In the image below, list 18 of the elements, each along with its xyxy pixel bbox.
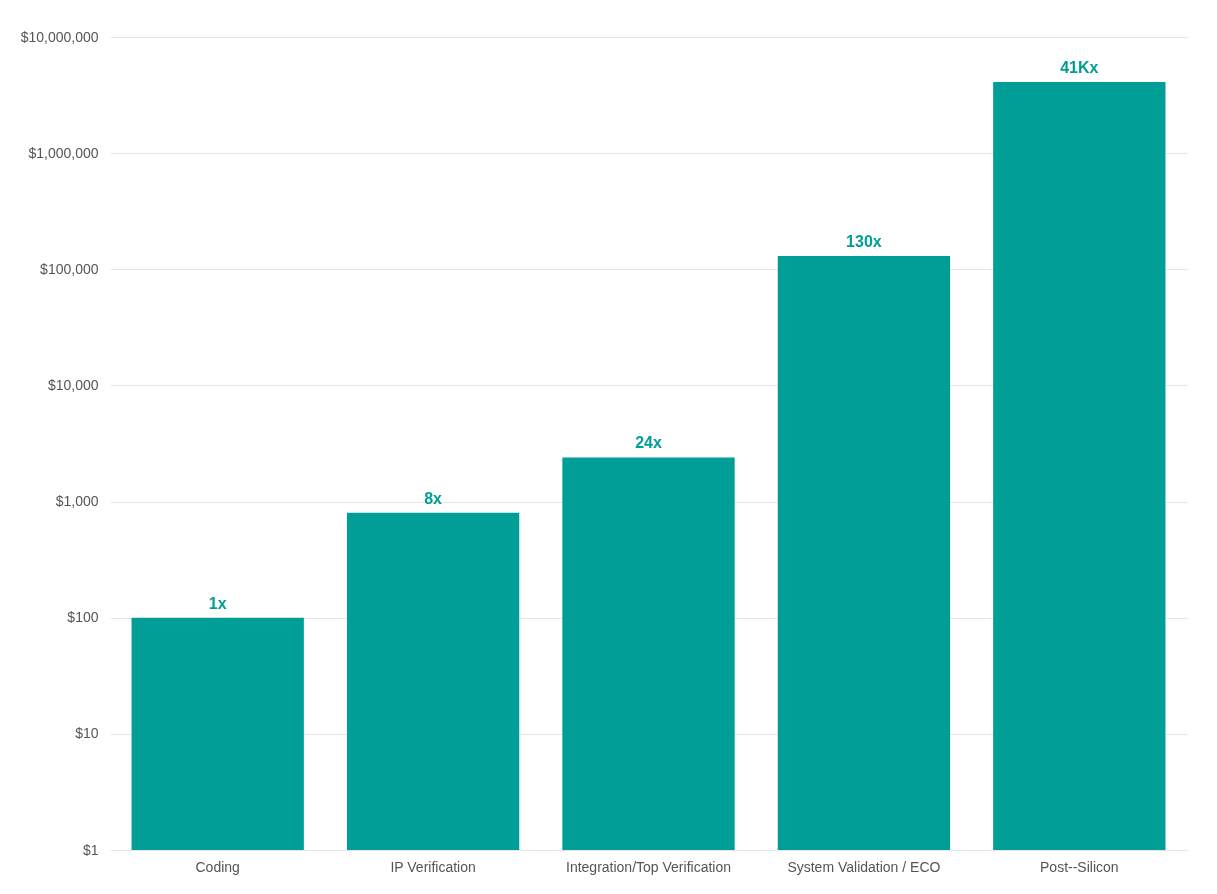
x-tick-label: Integration/Top Verification: [566, 858, 731, 875]
y-tick-label: $1,000: [55, 493, 99, 510]
y-tick-label: $10,000,000: [20, 28, 99, 45]
x-tick-label: System Validation / ECO: [787, 858, 941, 875]
annotation: 1x: [208, 594, 227, 612]
annotation: 24x: [635, 434, 662, 452]
y-tick-label: $10: [75, 725, 99, 742]
y-tick-label: $100: [67, 609, 99, 626]
y-tick-label: $1: [82, 841, 99, 858]
annotation: 130x: [846, 233, 882, 251]
annotation: 8x: [424, 489, 443, 507]
y-tick-label: $100,000: [40, 260, 99, 277]
x-tick-label: Post--Silicon: [1040, 858, 1119, 875]
y-tick-label: $1,000,000: [28, 144, 99, 161]
x-tick-label: IP Verification: [390, 858, 476, 875]
y-tick-label: $10,000: [47, 376, 99, 393]
annotation: 41Kx: [1060, 58, 1099, 76]
x-tick-label: Coding: [195, 858, 240, 875]
